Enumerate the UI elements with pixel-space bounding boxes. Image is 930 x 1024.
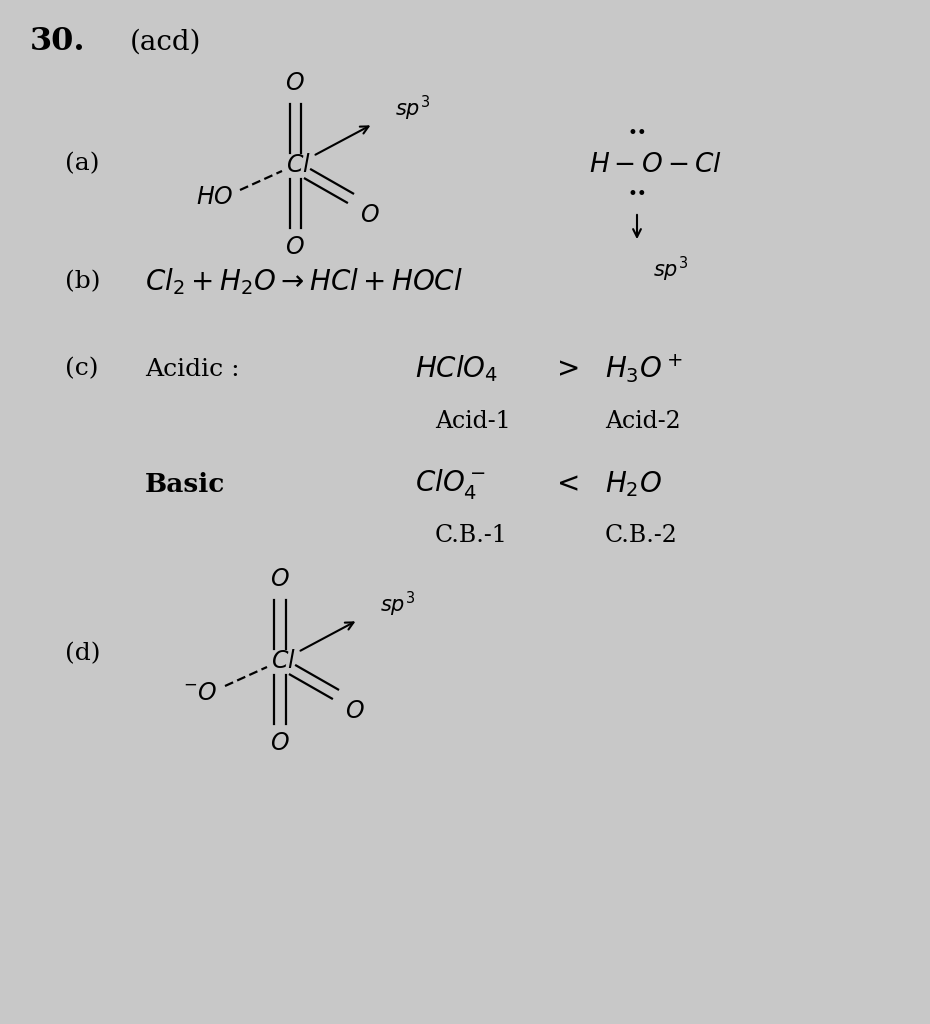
Text: $sp^3$: $sp^3$ xyxy=(395,93,430,123)
Text: (b): (b) xyxy=(65,270,100,294)
Text: 30.: 30. xyxy=(30,27,86,57)
Text: $<$: $<$ xyxy=(551,470,578,498)
Text: $O$: $O$ xyxy=(286,237,305,259)
Text: $HClO_4$: $HClO_4$ xyxy=(415,353,498,384)
Text: $O$: $O$ xyxy=(345,700,365,724)
Text: ••: •• xyxy=(627,185,647,203)
Text: $^{-}O$: $^{-}O$ xyxy=(183,683,218,706)
Text: (a): (a) xyxy=(65,153,100,175)
Text: $O$: $O$ xyxy=(360,205,379,227)
Text: C.B.-2: C.B.-2 xyxy=(605,524,678,548)
Text: C.B.-1: C.B.-1 xyxy=(435,524,508,548)
Text: $H_3O^+$: $H_3O^+$ xyxy=(605,352,683,385)
Text: (acd): (acd) xyxy=(130,29,202,55)
Text: $H-O-Cl$: $H-O-Cl$ xyxy=(589,152,722,176)
Text: $O$: $O$ xyxy=(271,732,290,756)
Text: $Cl_2 + H_2O \rightarrow HCl + HOCl$: $Cl_2 + H_2O \rightarrow HCl + HOCl$ xyxy=(145,266,463,297)
Text: $HO$: $HO$ xyxy=(196,186,233,210)
Text: $>$: $>$ xyxy=(551,355,578,383)
Text: $Cl$: $Cl$ xyxy=(271,650,296,674)
Text: Acid-1: Acid-1 xyxy=(435,411,511,433)
Text: $O$: $O$ xyxy=(271,568,290,592)
Text: ••: •• xyxy=(627,126,647,142)
Text: (d): (d) xyxy=(65,642,100,666)
Text: $sp^3$: $sp^3$ xyxy=(380,590,415,618)
Text: Acidic :: Acidic : xyxy=(145,357,240,381)
Text: $ClO_4^-$: $ClO_4^-$ xyxy=(415,467,486,501)
Text: (c): (c) xyxy=(65,357,99,381)
Text: Acid-2: Acid-2 xyxy=(605,411,681,433)
Text: $H_2O$: $H_2O$ xyxy=(605,469,662,499)
Text: $Cl$: $Cl$ xyxy=(286,155,311,177)
Text: Basic: Basic xyxy=(145,471,225,497)
Text: $O$: $O$ xyxy=(286,73,305,95)
Text: $sp^3$: $sp^3$ xyxy=(653,254,688,284)
